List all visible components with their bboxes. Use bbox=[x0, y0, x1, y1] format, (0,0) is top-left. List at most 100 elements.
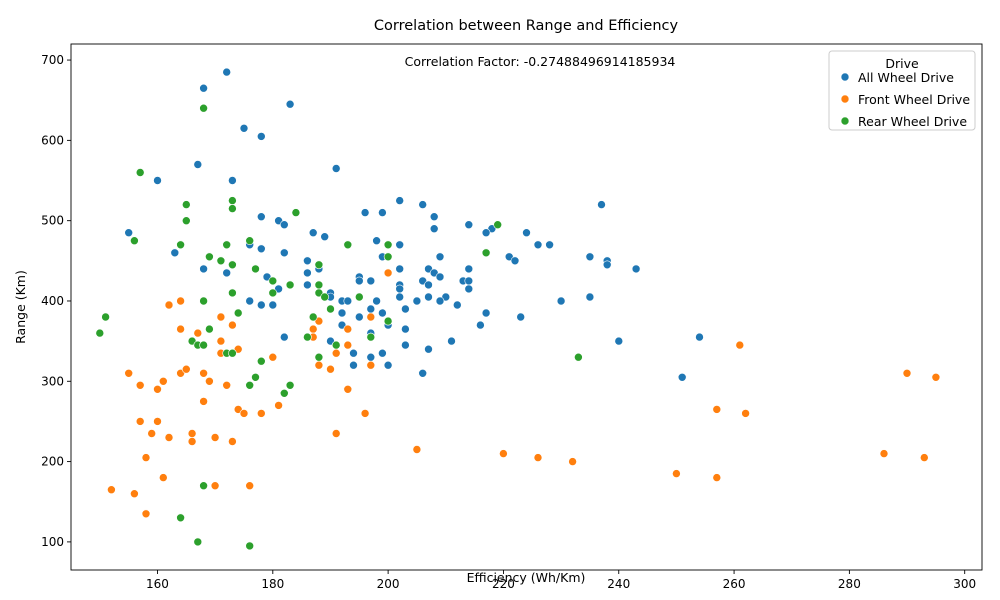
data-point bbox=[187, 437, 197, 446]
data-point bbox=[314, 260, 324, 270]
data-point bbox=[343, 384, 353, 394]
data-point bbox=[331, 164, 341, 173]
data-point bbox=[95, 328, 105, 338]
data-point bbox=[303, 268, 312, 278]
data-point bbox=[481, 308, 491, 318]
data-point bbox=[274, 401, 283, 410]
data-point bbox=[245, 236, 254, 245]
plot-frame bbox=[70, 43, 983, 571]
legend-marker bbox=[840, 94, 850, 104]
y-tick-label: 300 bbox=[41, 374, 64, 388]
data-point bbox=[124, 228, 133, 237]
legend-title: Drive bbox=[885, 56, 919, 71]
data-point bbox=[101, 312, 110, 322]
data-point bbox=[303, 280, 312, 290]
data-point bbox=[314, 288, 324, 298]
data-point bbox=[256, 212, 266, 221]
data-point bbox=[199, 296, 208, 306]
legend-marker bbox=[840, 116, 850, 126]
data-point bbox=[182, 200, 191, 209]
data-point bbox=[251, 372, 260, 382]
data-point bbox=[320, 232, 330, 241]
data-point bbox=[343, 340, 353, 350]
data-point bbox=[395, 240, 405, 250]
data-point bbox=[902, 368, 912, 378]
data-point bbox=[216, 256, 226, 266]
y-axis-ticks: 100 200 300 400 500 600 700 bbox=[41, 53, 71, 549]
data-point bbox=[285, 380, 295, 390]
data-point bbox=[285, 99, 295, 109]
data-point bbox=[279, 220, 289, 229]
data-point bbox=[418, 368, 428, 378]
data-point bbox=[585, 252, 595, 262]
data-point bbox=[251, 264, 260, 274]
data-point bbox=[879, 449, 889, 458]
data-point bbox=[435, 296, 445, 306]
data-point bbox=[135, 168, 145, 177]
data-point bbox=[585, 292, 595, 302]
data-point bbox=[326, 304, 335, 314]
data-point bbox=[597, 200, 606, 209]
data-point bbox=[199, 368, 208, 378]
data-point bbox=[412, 296, 422, 306]
data-point bbox=[429, 224, 439, 233]
data-point bbox=[556, 296, 566, 306]
data-point bbox=[481, 248, 491, 258]
data-point bbox=[135, 380, 145, 390]
data-point bbox=[147, 429, 156, 438]
data-point bbox=[372, 296, 381, 306]
points-layer bbox=[95, 67, 941, 551]
data-point bbox=[141, 453, 151, 462]
data-point bbox=[447, 336, 456, 346]
data-point bbox=[303, 256, 312, 266]
data-point bbox=[349, 360, 358, 370]
data-point bbox=[199, 397, 208, 406]
data-point bbox=[337, 308, 347, 318]
data-point bbox=[228, 320, 237, 330]
data-point bbox=[366, 352, 376, 362]
data-point bbox=[366, 360, 376, 370]
data-point bbox=[545, 240, 554, 250]
data-point bbox=[199, 481, 208, 491]
data-point bbox=[672, 469, 681, 478]
data-point bbox=[602, 260, 612, 270]
data-point bbox=[205, 252, 214, 262]
data-point bbox=[378, 208, 387, 217]
data-point bbox=[205, 376, 214, 386]
data-point bbox=[331, 348, 341, 358]
data-point bbox=[401, 304, 410, 314]
data-point bbox=[228, 196, 237, 205]
data-point bbox=[314, 352, 324, 362]
data-point bbox=[372, 236, 381, 245]
data-point bbox=[360, 208, 370, 217]
data-point bbox=[401, 324, 410, 334]
data-point bbox=[493, 220, 503, 229]
legend-marker bbox=[840, 72, 850, 82]
data-point bbox=[464, 276, 474, 286]
chart-title: Correlation between Range and Efficiency bbox=[374, 18, 679, 34]
data-point bbox=[228, 204, 237, 213]
data-point bbox=[187, 429, 197, 438]
x-tick-label: 300 bbox=[953, 577, 976, 591]
data-point bbox=[199, 83, 208, 93]
x-tick-label: 180 bbox=[261, 577, 284, 591]
data-point bbox=[176, 240, 185, 250]
data-point bbox=[268, 300, 278, 310]
data-point bbox=[383, 240, 393, 250]
x-tick-label: 240 bbox=[607, 577, 630, 591]
data-point bbox=[268, 288, 278, 298]
x-tick-label: 280 bbox=[838, 577, 861, 591]
data-point bbox=[395, 284, 405, 294]
data-point bbox=[314, 280, 324, 290]
legend-entry: Front Wheel Drive bbox=[858, 92, 970, 107]
data-point bbox=[193, 160, 203, 169]
data-point bbox=[193, 328, 203, 338]
data-point bbox=[164, 433, 174, 442]
data-point bbox=[435, 252, 445, 262]
data-point bbox=[199, 340, 208, 350]
data-point bbox=[239, 124, 249, 133]
data-point bbox=[222, 67, 231, 77]
data-point bbox=[245, 380, 254, 390]
data-point bbox=[343, 240, 353, 250]
data-point bbox=[291, 208, 301, 217]
